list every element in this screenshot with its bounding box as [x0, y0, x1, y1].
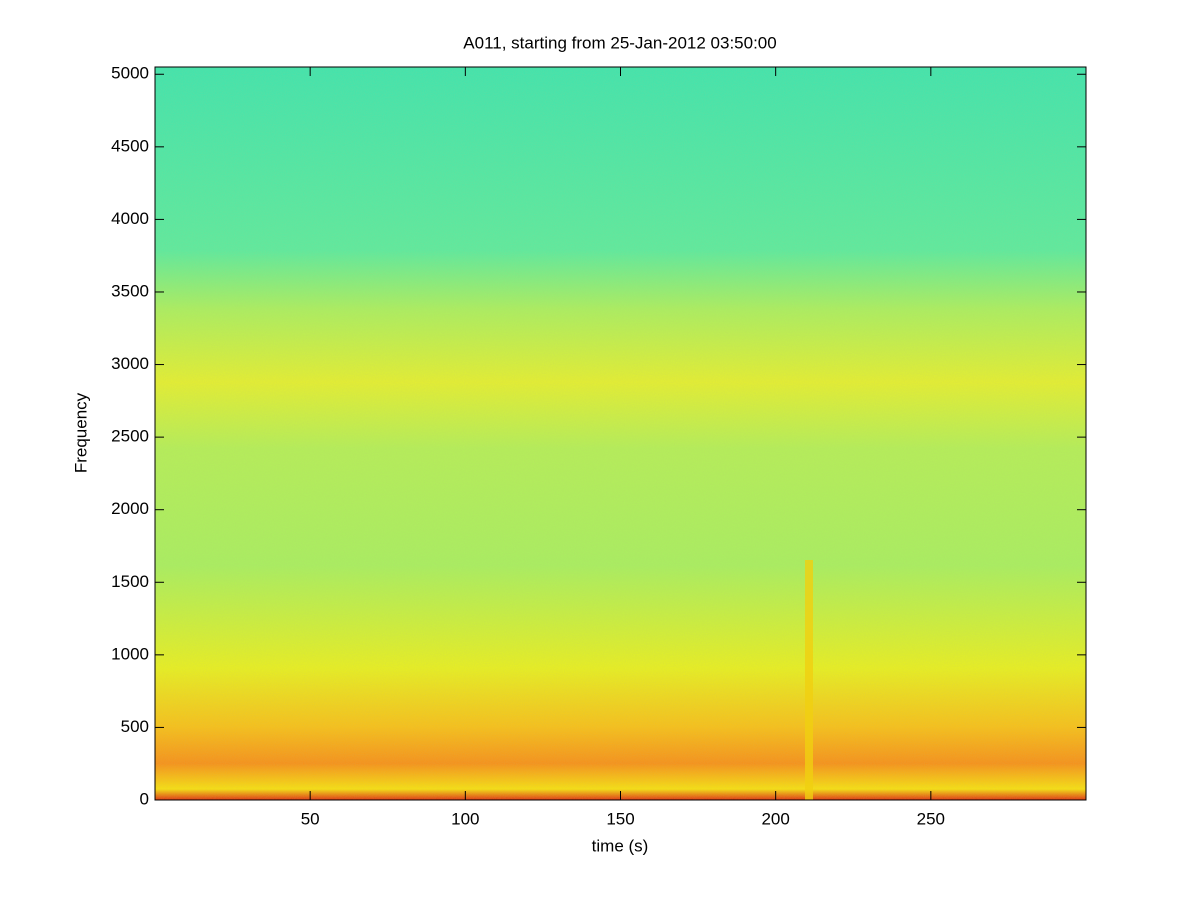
x-tick-label: 50 [301, 809, 320, 828]
y-tick-label: 1500 [111, 572, 149, 591]
x-tick-label: 100 [451, 809, 479, 828]
y-tick-label: 500 [121, 717, 149, 736]
y-tick-label: 2500 [111, 427, 149, 446]
y-axis-label: Frequency [71, 392, 90, 473]
y-tick-label: 1000 [111, 644, 149, 663]
y-tick-label: 0 [140, 789, 149, 808]
x-axis-label: time (s) [592, 836, 649, 855]
chart-title: A011, starting from 25-Jan-2012 03:50:00 [463, 33, 776, 52]
y-tick-label: 5000 [111, 64, 149, 83]
y-tick-label: 4000 [111, 209, 149, 228]
x-tick-label: 200 [761, 809, 789, 828]
x-tick-label: 150 [606, 809, 634, 828]
x-tick-label: 250 [917, 809, 945, 828]
y-tick-label: 2000 [111, 499, 149, 518]
spectrogram-event [805, 560, 813, 800]
y-tick-label: 4500 [111, 136, 149, 155]
y-tick-label: 3000 [111, 354, 149, 373]
spectrogram-texture [155, 67, 1086, 800]
y-tick-label: 3500 [111, 281, 149, 300]
